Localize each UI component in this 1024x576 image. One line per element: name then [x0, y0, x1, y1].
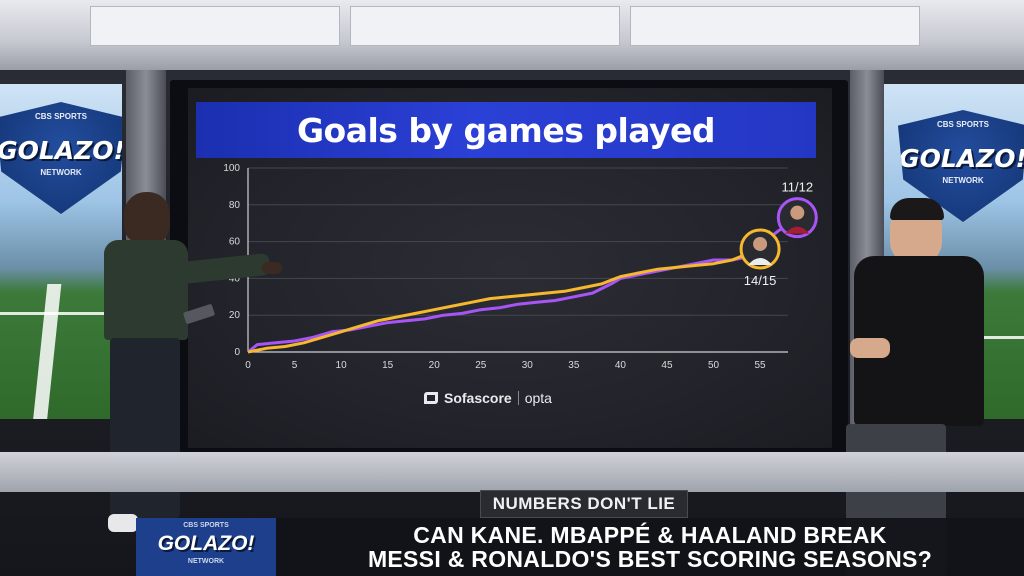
presenter-hair [890, 198, 944, 220]
avatar-shirt [748, 257, 773, 265]
avatar-face [790, 205, 805, 220]
presenter-shirt [104, 240, 188, 340]
x-tick-label: 55 [755, 360, 767, 371]
lower-third-tag: NUMBERS DON'T LIE [480, 490, 688, 518]
y-tick-label: 20 [229, 310, 241, 321]
presenter-hand [262, 262, 282, 274]
goals-line-chart: 0 20 40 60 80 100 0 5 10 15 20 25 30 35 40 45 50 55 11/12… [223, 163, 818, 371]
avatar-shirt [785, 226, 810, 234]
x-tick-label: 25 [475, 360, 487, 371]
x-tick-label: 45 [661, 360, 673, 371]
logo-brand-text: CBS SPORTS [936, 120, 989, 129]
x-tick-label: 30 [522, 360, 534, 371]
chart-title: Goals by games played [296, 110, 716, 150]
field-line [32, 284, 62, 419]
headline-line-2: MESSI & RONALDO'S BEST SCORING SEASONS? [367, 546, 933, 572]
logo-sub-text: NETWORK [40, 168, 82, 177]
x-tick-label: 35 [568, 360, 580, 371]
logo-brand-text: CBS SPORTS [183, 522, 229, 529]
x-tick-label: 20 [429, 360, 441, 371]
x-tick-label: 40 [615, 360, 627, 371]
logo-brand-text: CBS SPORTS [34, 112, 87, 121]
lower-third-logo: CBS SPORTS GOLAZO! NETWORK [136, 518, 276, 576]
player-stat-annotation: 14/15 [744, 273, 777, 288]
y-tick-label: 100 [223, 163, 240, 174]
studio-desk-edge [0, 452, 1024, 492]
studio-ceiling [0, 0, 1024, 70]
source-sofascore: Sofascore [444, 390, 512, 406]
x-tick-label: 0 [245, 360, 251, 371]
video-wall: Goals by games played 0 20 40 60 80 100 0 5 10 15… [188, 88, 832, 448]
player-stat-annotation: 11/12 [782, 180, 814, 195]
x-tick-label: 5 [292, 360, 298, 371]
logo-sub-text: NETWORK [942, 176, 984, 185]
source-divider [517, 391, 519, 405]
left-side-screen: CBS SPORTS GOLAZO! NETWORK [0, 84, 122, 419]
ceiling-panel [350, 6, 620, 46]
ceiling-panel [630, 6, 920, 46]
presenter-head [124, 192, 170, 244]
y-tick-label: 0 [234, 347, 240, 358]
field-line [0, 312, 122, 315]
data-source-credit: Sofascore opta [424, 390, 552, 406]
chart-annotations: 11/12 14/15 [739, 180, 818, 288]
logo-sub-text: NETWORK [187, 558, 225, 565]
source-opta: opta [524, 390, 552, 406]
series-line-ronaldo [247, 247, 761, 354]
logo-name-text: GOLAZO! [157, 532, 255, 555]
logo-name-text: GOLAZO! [899, 144, 1024, 173]
series-line-messi [247, 216, 799, 354]
chart-title-banner: Goals by games played [196, 102, 816, 158]
avatar-face [753, 236, 768, 251]
lower-third-headline: CAN KANE. MBAPPÉ & HAALAND BREAK MESSI &… [276, 518, 1024, 576]
presenter-hands [850, 338, 890, 358]
presenter-right [838, 198, 998, 576]
headline-line-1: CAN KANE. MBAPPÉ & HAALAND BREAK [413, 522, 887, 548]
x-tick-label: 50 [708, 360, 720, 371]
chart-series [247, 216, 799, 354]
ceiling-panel [90, 6, 340, 46]
sofascore-icon [424, 392, 438, 404]
presenter-shoe [108, 514, 138, 532]
y-tick-label: 40 [229, 273, 241, 284]
y-tick-label: 80 [229, 200, 241, 211]
y-tick-label: 60 [229, 237, 241, 248]
x-tick-label: 10 [336, 360, 348, 371]
chart-grid [248, 167, 788, 316]
x-tick-label: 15 [382, 360, 394, 371]
logo-name-text: GOLAZO! [0, 136, 122, 165]
